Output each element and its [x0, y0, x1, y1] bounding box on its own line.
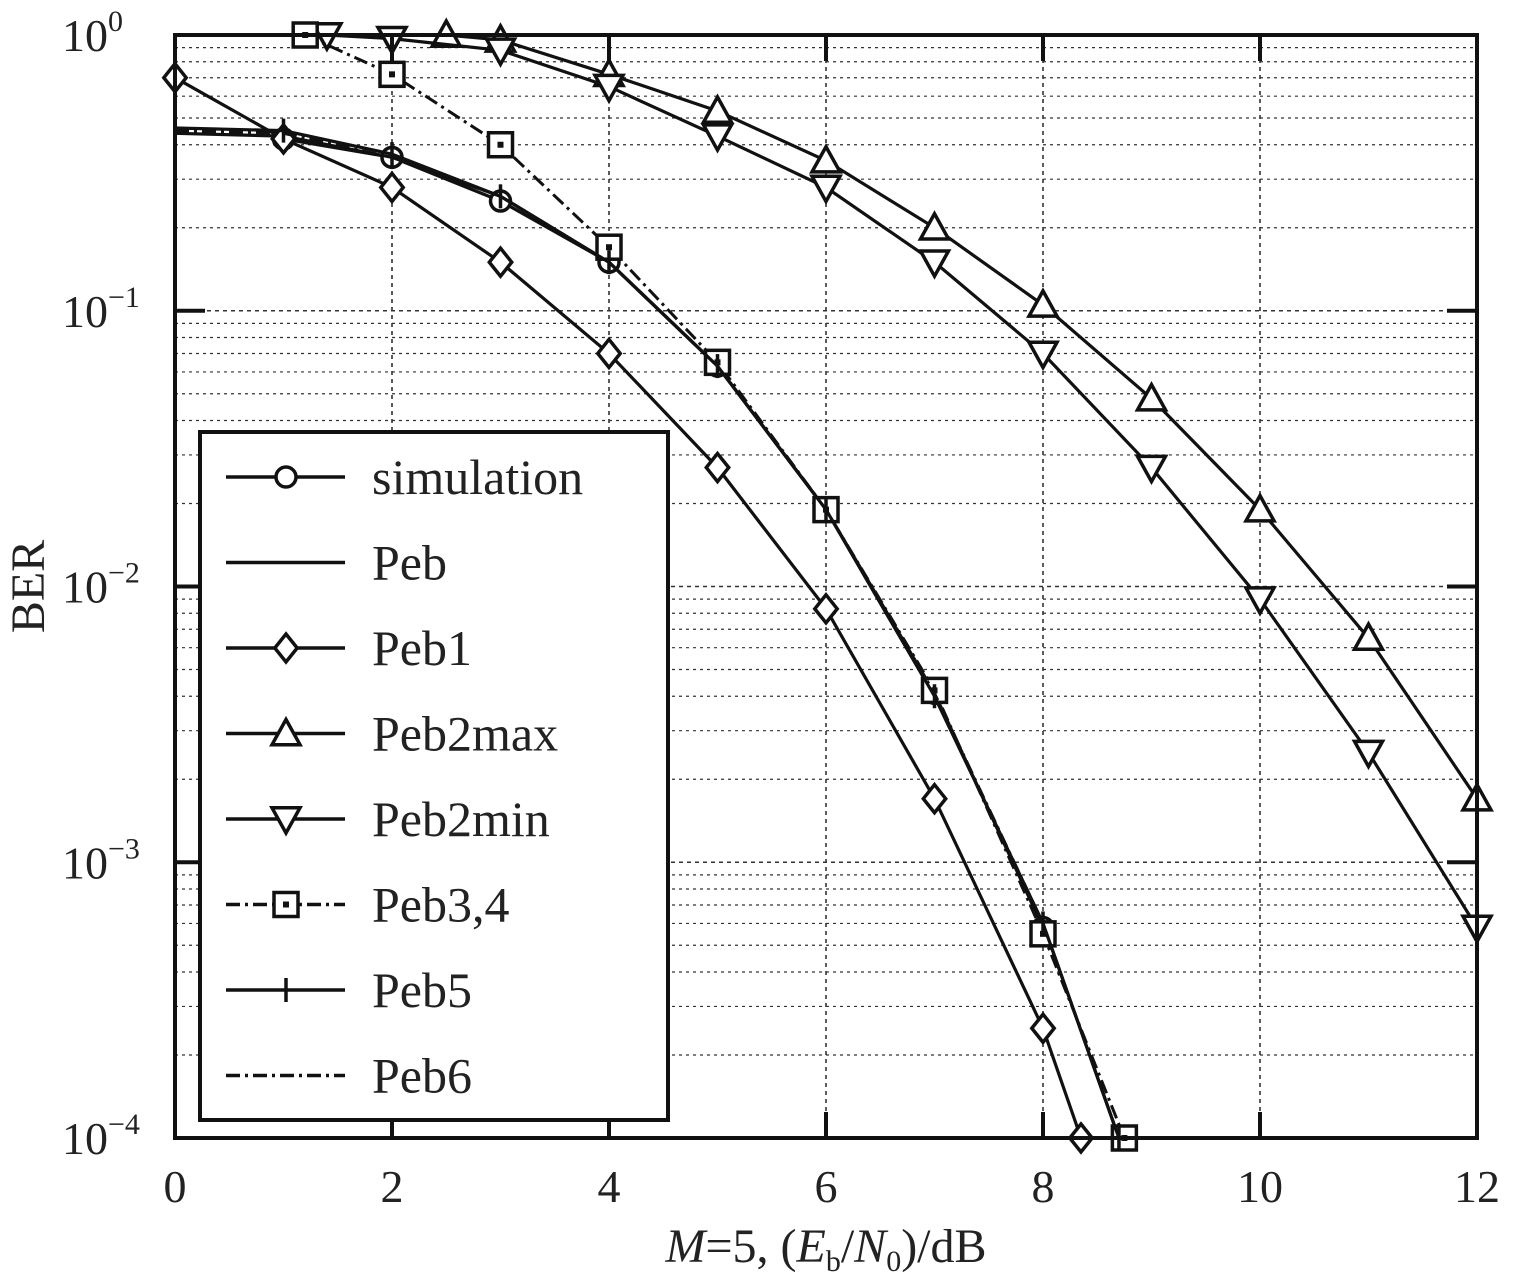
x-tick-label: 10 — [1237, 1161, 1283, 1212]
x-title-sub-b: b — [826, 1245, 841, 1276]
x-title-slash: / — [841, 1220, 855, 1273]
legend-item: Peb — [226, 535, 447, 591]
x-tick-label: 12 — [1454, 1161, 1500, 1212]
y-tick-label: 10−2 — [62, 557, 140, 613]
data-point — [917, 210, 952, 241]
x-title-sub-0: 0 — [886, 1245, 901, 1276]
y-tick-base: 10 — [62, 1113, 108, 1164]
data-point-center — [606, 244, 612, 251]
data-point — [483, 37, 518, 68]
legend-item: Peb2min — [226, 791, 550, 847]
y-tick-base: 10 — [62, 837, 108, 888]
legend-label: Peb — [372, 535, 447, 591]
data-point — [1243, 492, 1277, 523]
data-point — [1351, 620, 1386, 652]
data-point — [1134, 454, 1169, 486]
y-axis-title: BER — [2, 540, 55, 633]
y-tick-label: 10−4 — [62, 1108, 140, 1164]
data-point-center — [283, 901, 289, 908]
data-point — [272, 631, 300, 665]
series-line — [326, 33, 1479, 929]
data-point — [1026, 340, 1060, 372]
y-tick-label: 10−3 — [62, 832, 140, 888]
data-point — [809, 174, 843, 206]
y-tick-exponent: −4 — [108, 1108, 140, 1141]
y-tick-exponent: −2 — [108, 557, 140, 590]
data-point — [812, 592, 840, 626]
data-point — [487, 245, 514, 279]
y-tick-exponent: −1 — [108, 281, 140, 314]
legend-label: simulation — [372, 449, 583, 505]
legend-item: Peb2max — [226, 706, 558, 762]
series-line — [174, 76, 1083, 1139]
x-title-eq: =5, ( — [705, 1220, 796, 1273]
x-tick-label: 4 — [598, 1161, 621, 1212]
legend-label: Peb2max — [372, 706, 558, 762]
data-point — [592, 73, 626, 105]
data-point — [1243, 586, 1277, 617]
x-title-e: E — [796, 1220, 826, 1273]
data-point — [595, 336, 623, 371]
data-point — [1026, 287, 1060, 318]
legend-item: simulation — [226, 449, 583, 505]
y-tick-exponent: 0 — [108, 5, 123, 38]
data-point — [704, 450, 731, 485]
x-tick-label: 2 — [381, 1161, 404, 1212]
series-line — [174, 126, 1121, 1139]
x-tick-label: 6 — [815, 1161, 838, 1212]
data-point — [274, 465, 298, 489]
data-point — [1029, 1011, 1057, 1046]
data-point — [1351, 739, 1386, 771]
y-tick-base: 10 — [62, 286, 108, 337]
legend-label: Peb3,4 — [372, 877, 510, 933]
y-tick-exponent: −3 — [108, 832, 140, 865]
data-point — [378, 170, 406, 205]
x-tick-labels: 0 2 4 6 8 10 12 — [164, 1161, 1501, 1212]
data-point — [269, 806, 303, 837]
x-tick-label: 0 — [164, 1161, 187, 1212]
x-title-m: M — [664, 1220, 708, 1273]
plot-frame — [173, 33, 1479, 1140]
data-point — [700, 93, 735, 124]
x-title-n: N — [853, 1220, 889, 1273]
legend-label: Peb5 — [372, 962, 472, 1018]
y-tick-base: 10 — [62, 562, 108, 613]
data-point-center — [497, 141, 504, 148]
series-7 — [174, 129, 1121, 1139]
legend-items: simulation Peb Peb1 Peb2max Peb2min Peb3,4 Peb… — [226, 449, 583, 1104]
data-point — [269, 715, 303, 747]
series-2 — [161, 60, 1095, 1155]
legend-item: Peb6 — [226, 1048, 472, 1104]
data-point — [1134, 381, 1169, 412]
y-tick-base: 10 — [62, 10, 108, 61]
legend: simulation Peb Peb1 Peb2max Peb2min Peb3,4 Peb… — [198, 430, 670, 1122]
data-point — [700, 123, 735, 154]
legend-label: Peb6 — [372, 1048, 472, 1104]
data-point — [921, 781, 948, 816]
legend-label: Peb1 — [372, 620, 472, 676]
legend-item: Peb5 — [226, 962, 472, 1018]
data-point — [917, 249, 952, 280]
data-point-center — [389, 71, 395, 78]
y-tick-label: 100 — [62, 5, 123, 61]
x-title-tail: )/dB — [901, 1220, 986, 1273]
legend-label: Peb2min — [372, 791, 550, 847]
x-axis-title: M=5, (Eb/N0)/dB — [664, 1220, 986, 1276]
data-point — [809, 143, 843, 174]
legend-item: Peb1 — [226, 620, 472, 676]
legend-item: Peb3,4 — [226, 877, 510, 933]
y-tick-label: 10−1 — [62, 281, 140, 337]
series-4 — [309, 22, 1494, 946]
x-tick-label: 8 — [1032, 1161, 1055, 1212]
legend-box — [198, 430, 670, 1122]
series-line — [174, 129, 1121, 1139]
